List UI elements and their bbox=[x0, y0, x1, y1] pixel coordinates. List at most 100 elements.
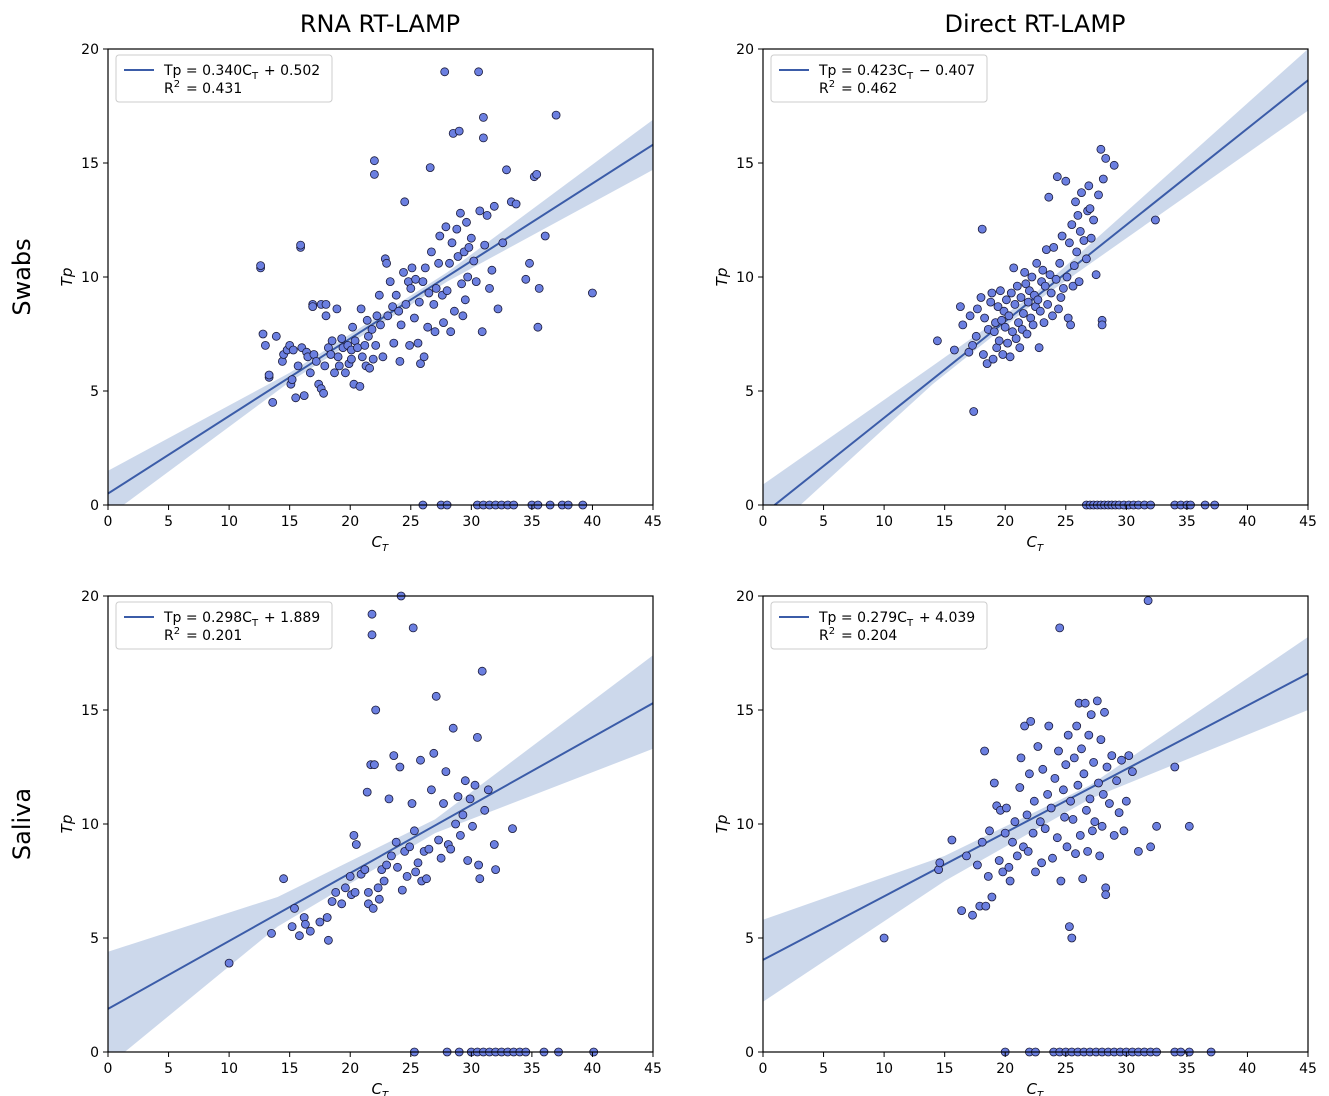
data-point bbox=[379, 876, 389, 886]
data-point bbox=[1056, 293, 1066, 302]
data-point bbox=[994, 856, 1004, 865]
data-point bbox=[1046, 803, 1056, 813]
x-tick-label: 30 bbox=[1117, 514, 1135, 530]
data-point bbox=[411, 867, 421, 877]
data-point bbox=[996, 286, 1005, 296]
data-point bbox=[987, 892, 997, 902]
data-point bbox=[1002, 803, 1011, 813]
data-point bbox=[362, 315, 372, 325]
x-tick-label: 0 bbox=[759, 1061, 768, 1077]
data-point bbox=[977, 837, 987, 847]
data-point bbox=[376, 320, 385, 330]
data-point bbox=[1067, 220, 1077, 230]
data-point bbox=[1012, 281, 1022, 291]
legend-box bbox=[115, 601, 333, 650]
data-point bbox=[305, 926, 315, 936]
data-point bbox=[446, 327, 456, 337]
data-point bbox=[487, 265, 497, 275]
x-tick-label: 5 bbox=[164, 1061, 173, 1077]
data-point bbox=[367, 324, 377, 334]
x-tick-label: 30 bbox=[462, 514, 480, 530]
data-point bbox=[458, 311, 468, 321]
data-point bbox=[962, 851, 971, 861]
data-point bbox=[973, 304, 982, 314]
data-point bbox=[399, 267, 408, 277]
data-point bbox=[1097, 821, 1107, 831]
y-tick-label: 15 bbox=[736, 703, 754, 719]
data-point bbox=[300, 919, 310, 929]
y-tick-label: 5 bbox=[745, 384, 754, 400]
regression-line bbox=[108, 143, 653, 495]
scatter-points bbox=[879, 596, 1216, 1057]
panel-saliva-rna: 0 5 10 15 20 25 30 35 40 45 0 5 10 15 20 CT Tp Tp = 0.29… bbox=[58, 589, 662, 1096]
y-axis-label: Tp bbox=[58, 268, 76, 287]
data-point bbox=[1082, 805, 1091, 815]
data-point bbox=[402, 872, 412, 881]
x-tick-label: 15 bbox=[936, 1061, 954, 1077]
data-point bbox=[340, 368, 350, 378]
data-point bbox=[423, 322, 433, 332]
data-point bbox=[439, 799, 448, 808]
data-point bbox=[471, 277, 481, 287]
data-point bbox=[477, 327, 487, 337]
data-point bbox=[480, 240, 490, 250]
data-point bbox=[322, 913, 332, 922]
x-tick-label: 15 bbox=[281, 514, 299, 530]
data-point bbox=[1060, 812, 1069, 822]
data-point bbox=[1105, 799, 1114, 808]
y-tick-label: 10 bbox=[81, 817, 99, 833]
legend-box bbox=[770, 601, 988, 650]
data-point bbox=[457, 279, 467, 289]
data-point bbox=[977, 224, 987, 234]
data-point bbox=[1026, 717, 1036, 726]
data-point bbox=[1090, 817, 1100, 827]
x-tick-label: 0 bbox=[759, 514, 768, 530]
data-point bbox=[320, 361, 330, 371]
data-point bbox=[483, 785, 493, 795]
y-tick-label: 5 bbox=[90, 384, 99, 400]
data-point bbox=[1043, 790, 1052, 799]
data-point bbox=[452, 224, 462, 234]
data-point bbox=[431, 283, 441, 293]
data-point bbox=[1128, 767, 1137, 776]
data-point bbox=[327, 336, 337, 346]
data-point bbox=[1008, 327, 1017, 337]
data-point bbox=[407, 263, 417, 273]
x-tick-label: 15 bbox=[936, 514, 954, 530]
y-tick-label: 10 bbox=[81, 270, 99, 286]
data-point bbox=[1025, 769, 1034, 779]
data-point bbox=[1040, 824, 1050, 833]
confidence-band bbox=[763, 49, 1308, 505]
data-point bbox=[287, 922, 297, 931]
data-point bbox=[435, 231, 445, 241]
data-point bbox=[447, 238, 457, 248]
data-point bbox=[442, 286, 452, 296]
data-point bbox=[1079, 769, 1089, 779]
data-point bbox=[340, 883, 350, 893]
data-point bbox=[1043, 299, 1052, 309]
data-point bbox=[396, 320, 406, 330]
data-point bbox=[416, 359, 425, 369]
x-tick-label: 45 bbox=[1299, 1061, 1317, 1077]
data-point bbox=[369, 156, 379, 166]
data-point bbox=[1083, 847, 1092, 856]
data-point bbox=[1066, 320, 1075, 330]
data-point bbox=[429, 299, 439, 309]
x-tick-label: 10 bbox=[875, 514, 893, 530]
data-point bbox=[1109, 831, 1119, 840]
data-point bbox=[1075, 831, 1085, 840]
data-point bbox=[388, 302, 398, 312]
data-point bbox=[1008, 837, 1017, 847]
data-point bbox=[1050, 774, 1060, 783]
data-point bbox=[323, 935, 333, 945]
data-point bbox=[327, 897, 337, 906]
data-point bbox=[464, 242, 474, 252]
x-tick-label: 40 bbox=[1239, 1061, 1257, 1077]
data-point bbox=[346, 354, 356, 364]
data-point bbox=[463, 856, 473, 865]
data-point bbox=[475, 206, 485, 216]
data-point bbox=[1061, 176, 1071, 186]
scatter-points bbox=[256, 67, 597, 510]
legend-box bbox=[770, 54, 988, 103]
